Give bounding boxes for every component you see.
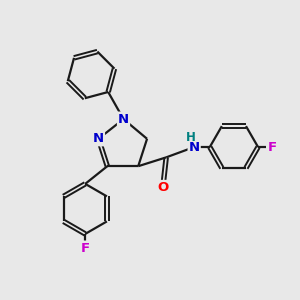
Text: F: F: [81, 242, 90, 254]
Text: O: O: [158, 181, 169, 194]
Text: H: H: [186, 131, 196, 144]
Text: N: N: [189, 141, 200, 154]
Text: N: N: [93, 132, 104, 145]
Text: F: F: [268, 141, 277, 154]
Text: N: N: [118, 112, 129, 126]
